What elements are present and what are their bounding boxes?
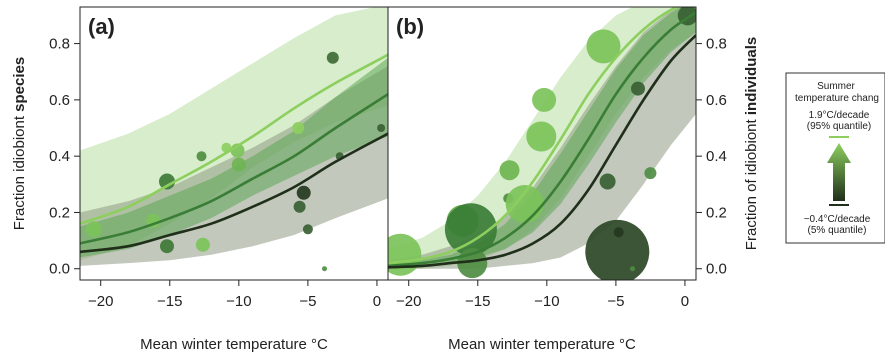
y-tick-label: 0.2 [706, 204, 727, 221]
data-point [586, 29, 621, 64]
x-tick-label: −20 [88, 293, 113, 310]
panel-label: (a) [88, 14, 115, 39]
data-point [293, 200, 306, 213]
y-tick-label: 0.0 [49, 261, 70, 278]
data-point [585, 219, 650, 280]
legend-high-quantile: (95% quantile) [807, 121, 871, 132]
plot-frame [387, 6, 697, 281]
y-axis-title-plain: Fraction idiobiont [11, 112, 28, 230]
fit-curve [80, 53, 388, 225]
data-point [388, 233, 422, 276]
confidence-band [80, 57, 388, 258]
legend-title-line2: temperature chang [795, 93, 879, 104]
data-point [326, 51, 339, 64]
panel-b: −20 −15 −10 −5 0 0.0 0.2 0.4 0.6 0.8 (b) Mean winte… [387, 6, 760, 353]
data-point [526, 121, 557, 152]
data-point [322, 266, 327, 272]
y-tick-label: 0.6 [706, 92, 727, 109]
data-point [302, 224, 313, 235]
y-tick-label: 0.4 [49, 148, 70, 165]
y-tick-label: 0.2 [49, 204, 70, 221]
data-point [292, 122, 305, 134]
y-tick-label: 0.6 [49, 92, 70, 109]
panel-label: (b) [396, 14, 424, 39]
data-point [644, 167, 657, 180]
fit-curve [388, 34, 696, 269]
x-tick-label: 0 [681, 293, 689, 310]
fit-curve [388, 7, 682, 265]
y-axis-title-plain: Fraction of idiobiont [743, 115, 760, 250]
x-tick-label: −10 [534, 293, 559, 310]
x-tick-label: −5 [607, 293, 624, 310]
data-point [599, 173, 616, 190]
x-tick-label: −15 [465, 293, 490, 310]
y-tick-label: 0.8 [49, 36, 70, 53]
data-point [532, 87, 557, 112]
legend-title-line1: Summer [817, 81, 855, 92]
x-axis-title: Mean winter temperature °C [140, 336, 328, 353]
confidence-band [388, 7, 696, 269]
data-point [231, 157, 246, 172]
y-tick-label: 0.4 [706, 148, 727, 165]
data-point [195, 237, 210, 252]
legend: Summer temperature chang 1.9°C/decade (9… [785, 72, 885, 244]
data-point [377, 124, 386, 132]
data-point [160, 239, 174, 254]
fit-curve [80, 93, 388, 245]
legend-high-value: 1.9°C/decade [809, 110, 870, 121]
y-tick-label: 0.8 [706, 36, 727, 53]
x-tick-label: 0 [373, 293, 381, 310]
y-axis-title-bold: species [11, 57, 28, 112]
x-tick-label: −5 [299, 293, 316, 310]
data-point [499, 160, 520, 181]
data-point [159, 173, 175, 190]
data-point [613, 227, 624, 238]
y-axis-title-bold: individuals [743, 37, 760, 115]
x-tick-label: −20 [396, 293, 421, 310]
panel-a: −20 −15 −10 −5 0 0.0 0.2 0.4 0.6 0.8 (a) Mean winte… [11, 6, 389, 353]
data-point [296, 185, 311, 200]
y-tick-label: 0.0 [706, 261, 727, 278]
fit-curve [80, 132, 388, 254]
legend-gradient-arrow [827, 143, 851, 201]
data-point [85, 221, 102, 238]
data-point [630, 266, 635, 272]
x-tick-label: −10 [226, 293, 251, 310]
y-axis-title: Fraction of idiobiont individuals [743, 37, 760, 250]
data-point [631, 81, 645, 96]
data-point [196, 151, 207, 162]
plot-area [80, 7, 388, 272]
legend-low-value: −0.4°C/decade [804, 214, 871, 225]
x-axis-title: Mean winter temperature °C [448, 336, 636, 353]
y-axis-title: Fraction idiobiont species [11, 57, 28, 230]
x-tick-label: −15 [157, 293, 182, 310]
fit-curve [388, 11, 696, 268]
data-point [444, 203, 497, 256]
legend-low-quantile: (5% quantile) [808, 225, 867, 236]
plot-area [388, 7, 696, 280]
